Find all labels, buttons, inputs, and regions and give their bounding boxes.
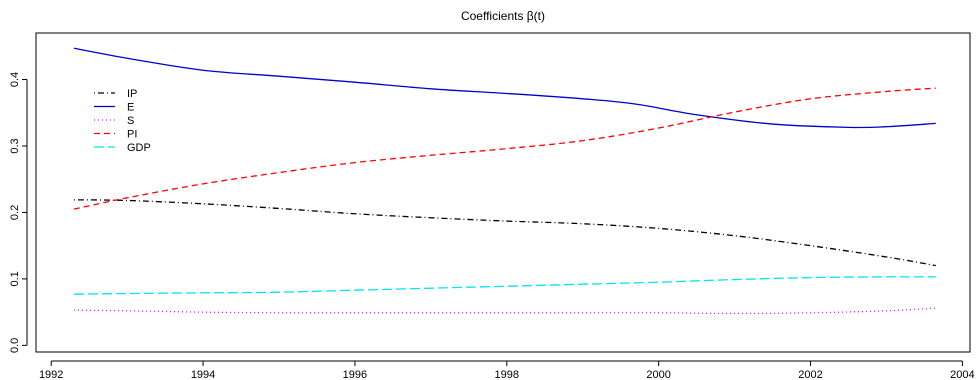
x-tick-label: 2002	[798, 369, 822, 380]
legend-label-e: E	[127, 102, 134, 114]
plot-frame	[35, 32, 971, 353]
y-tick-label: 0.0	[9, 338, 21, 353]
series-line-s	[73, 307, 936, 315]
legend-label-ip: IP	[127, 88, 137, 100]
y-tick-label: 0.3	[9, 138, 21, 153]
y-tick-label: 0.4	[9, 72, 21, 87]
series-line-pi	[73, 87, 936, 210]
x-tick-label: 1998	[495, 369, 519, 380]
legend-label-pi: PI	[127, 129, 137, 141]
y-tick-label: 0.1	[9, 271, 21, 286]
axes: 1992 1994 1996 1998 2000 2002 2004 0.0 0.1 0.2 0.3…	[9, 32, 975, 380]
series-line-gdp	[73, 276, 936, 295]
x-tick-label: 1992	[39, 369, 63, 380]
x-tick-label: 2004	[950, 369, 974, 380]
series-line-ip	[73, 199, 936, 267]
x-tick-label: 1994	[191, 369, 215, 380]
x-tick-label: 2000	[646, 369, 670, 380]
legend-label-s: S	[127, 115, 134, 127]
series-line-e	[73, 47, 936, 129]
chart-title: Coefficients β(t)	[461, 9, 545, 23]
y-tick-label: 0.2	[9, 205, 21, 220]
x-tick-label: 1996	[343, 369, 367, 380]
series-lines	[73, 47, 936, 315]
legend-label-gdp: GDP	[127, 142, 151, 154]
